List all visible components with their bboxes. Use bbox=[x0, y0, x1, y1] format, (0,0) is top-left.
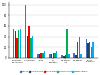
Bar bbox=[54, 52, 56, 58]
Bar bbox=[56, 51, 58, 58]
Bar bbox=[16, 38, 18, 58]
Bar bbox=[63, 56, 64, 58]
Bar bbox=[87, 43, 89, 58]
Bar bbox=[14, 31, 16, 58]
Bar bbox=[32, 36, 33, 58]
Bar bbox=[44, 51, 45, 58]
Bar bbox=[75, 55, 77, 58]
Bar bbox=[74, 52, 75, 58]
Bar bbox=[42, 53, 44, 58]
Bar bbox=[79, 37, 80, 58]
Bar bbox=[28, 26, 30, 58]
Bar bbox=[51, 54, 52, 58]
Bar bbox=[89, 42, 90, 58]
Bar bbox=[61, 55, 63, 58]
Bar bbox=[80, 54, 82, 58]
Bar bbox=[25, 5, 26, 58]
Bar bbox=[20, 29, 21, 58]
Bar bbox=[86, 39, 87, 58]
Bar bbox=[53, 53, 54, 58]
Bar bbox=[37, 54, 39, 58]
Bar bbox=[92, 42, 94, 58]
Bar bbox=[13, 29, 14, 58]
Bar bbox=[65, 55, 66, 58]
Bar bbox=[77, 42, 78, 58]
Bar bbox=[49, 54, 51, 58]
Bar bbox=[91, 47, 92, 58]
Bar bbox=[40, 53, 42, 58]
Bar bbox=[66, 29, 68, 58]
Bar bbox=[39, 54, 40, 58]
Bar bbox=[68, 54, 70, 58]
Bar bbox=[27, 36, 28, 58]
Bar bbox=[18, 30, 19, 58]
Legend: Entreprises, Prestataires isolés, Réseaux intégrés, Autres org. transp., Chargeu: Entreprises, Prestataires isolés, Réseau… bbox=[20, 71, 87, 72]
Bar bbox=[30, 38, 32, 58]
